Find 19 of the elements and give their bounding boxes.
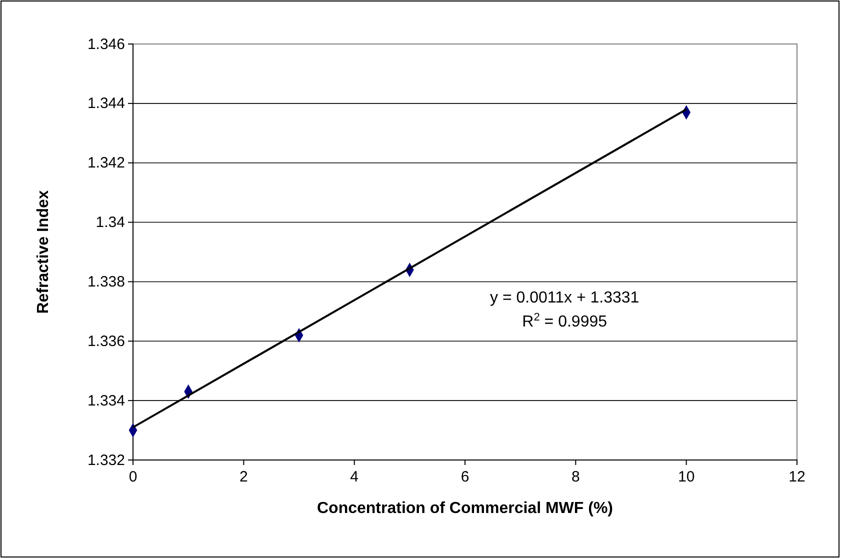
x-tick-label: 0 (128, 468, 138, 486)
x-tick-label: 8 (571, 468, 580, 486)
annotation: R$^{2}$ = 0.9995 (522, 312, 608, 331)
y-tick-label: 1.34 (96, 214, 125, 232)
y-tick-label: 1.346 (87, 36, 125, 53)
y-tick-label: 1.338 (87, 274, 125, 291)
x-tick-label: 12 (788, 468, 806, 486)
y-tick-label: 1.334 (87, 392, 125, 410)
y-tick-label: 1.342 (87, 154, 125, 172)
x-axis-title: Concentration of Commercial MWF (%) (316, 500, 614, 517)
y-tick-label: 1.344 (87, 95, 125, 112)
y-tick-label: 1.336 (87, 332, 125, 350)
annotation: y = 0.0011x + 1.3331 (490, 290, 640, 307)
x-tick-label: 10 (678, 468, 695, 486)
x-tick-label: 6 (460, 468, 470, 486)
y-axis-title: Refractive Index (35, 190, 52, 314)
x-tick-label: 4 (350, 468, 359, 486)
x-tick-label: 2 (239, 468, 248, 486)
y-tick-label: 1.332 (87, 452, 125, 469)
